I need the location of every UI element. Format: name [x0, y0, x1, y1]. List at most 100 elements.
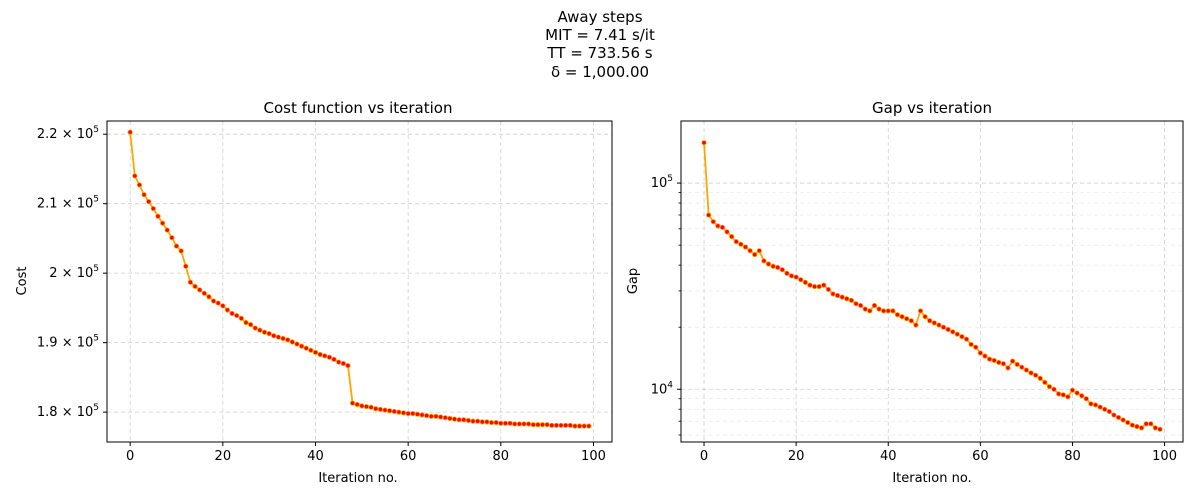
data-point — [470, 418, 476, 424]
x-tick-label: 0 — [126, 449, 134, 464]
data-point — [197, 287, 203, 293]
data-point — [326, 354, 332, 360]
data-point — [701, 140, 707, 146]
data-point — [876, 306, 882, 312]
y-tick-label: 1.9 × 105 — [37, 334, 99, 351]
data-point — [391, 408, 397, 415]
data-point — [1120, 417, 1126, 423]
x-tick-label: 60 — [400, 449, 417, 464]
gap-chart: Gap vs iteration Iteration no. Gap 0 20 40… — [626, 99, 1184, 486]
data-point — [719, 224, 726, 230]
data-point — [521, 421, 527, 427]
data-point — [706, 212, 712, 218]
data-point — [146, 198, 152, 205]
data-point — [285, 337, 291, 343]
x-tick-label: 60 — [972, 449, 989, 464]
data-point — [340, 360, 346, 367]
data-point — [581, 423, 587, 429]
data-point — [526, 421, 532, 427]
data-point — [410, 410, 416, 417]
data-point — [359, 403, 365, 409]
data-point — [155, 213, 161, 219]
data-point — [765, 261, 772, 267]
data-point — [894, 312, 901, 318]
data-point — [354, 401, 360, 408]
data-point — [761, 258, 767, 264]
data-point — [885, 308, 891, 314]
data-point — [512, 421, 518, 427]
data-point — [991, 357, 997, 364]
data-point — [1009, 358, 1016, 364]
data-point — [132, 173, 138, 179]
data-point — [1060, 392, 1066, 398]
data-point — [298, 343, 305, 349]
data-point — [553, 422, 560, 428]
data-point — [317, 351, 323, 358]
data-point — [742, 244, 749, 250]
data-point — [465, 417, 471, 424]
data-point — [881, 308, 887, 314]
y-tick-label: 2.1 × 105 — [37, 195, 99, 212]
data-point — [502, 420, 509, 426]
data-point — [382, 407, 388, 413]
data-point — [312, 349, 319, 355]
data-point — [963, 336, 970, 342]
data-point — [201, 290, 207, 296]
y-tick-label: 2.2 × 105 — [37, 125, 99, 142]
series-line — [129, 132, 589, 427]
data-point — [1046, 384, 1053, 390]
data-point — [1069, 387, 1076, 393]
data-point — [229, 310, 235, 317]
data-point — [779, 267, 785, 273]
data-point — [816, 283, 822, 290]
data-point — [428, 413, 434, 419]
data-point — [798, 277, 804, 283]
x-tick-label: 100 — [581, 449, 606, 464]
data-point — [475, 418, 481, 424]
data-point — [1106, 408, 1112, 415]
cost-chart: Cost function vs iteration Iteration no.… — [15, 99, 613, 486]
data-point — [1138, 425, 1145, 431]
data-point — [377, 406, 383, 412]
data-point — [257, 327, 263, 333]
data-point — [210, 298, 217, 304]
gap-chart-title: Gap vs iteration — [872, 99, 992, 117]
data-point — [336, 359, 342, 365]
data-point — [159, 220, 166, 226]
data-point — [793, 274, 799, 280]
x-tick-label: 100 — [1152, 449, 1177, 464]
data-point — [363, 403, 370, 410]
data-point — [982, 353, 988, 359]
data-point — [1051, 386, 1057, 392]
data-point — [752, 251, 758, 258]
data-point — [187, 279, 193, 285]
data-point — [811, 283, 818, 290]
axes-frame — [106, 120, 613, 443]
data-point — [516, 421, 522, 427]
data-point — [729, 234, 735, 240]
data-point — [1037, 375, 1043, 381]
data-point — [535, 422, 541, 428]
data-point — [173, 243, 180, 249]
data-point — [563, 422, 569, 428]
data-point — [747, 248, 753, 254]
data-point — [775, 264, 781, 270]
data-point — [867, 308, 873, 314]
data-point — [1092, 402, 1099, 408]
suptitle-line-3: TT = 733.56 s — [546, 44, 652, 62]
data-point — [1000, 361, 1006, 367]
data-point — [331, 356, 337, 362]
data-point — [530, 422, 536, 428]
data-point — [252, 325, 258, 331]
data-point — [940, 324, 947, 330]
data-point — [206, 294, 212, 300]
data-point — [266, 331, 272, 337]
data-point — [539, 422, 546, 428]
data-point — [862, 306, 868, 312]
data-point — [733, 239, 739, 245]
data-point — [715, 223, 721, 229]
data-point — [136, 182, 143, 188]
gap-chart-ylabel: Gap — [626, 268, 641, 294]
data-point — [1129, 422, 1135, 428]
data-point — [437, 414, 444, 420]
